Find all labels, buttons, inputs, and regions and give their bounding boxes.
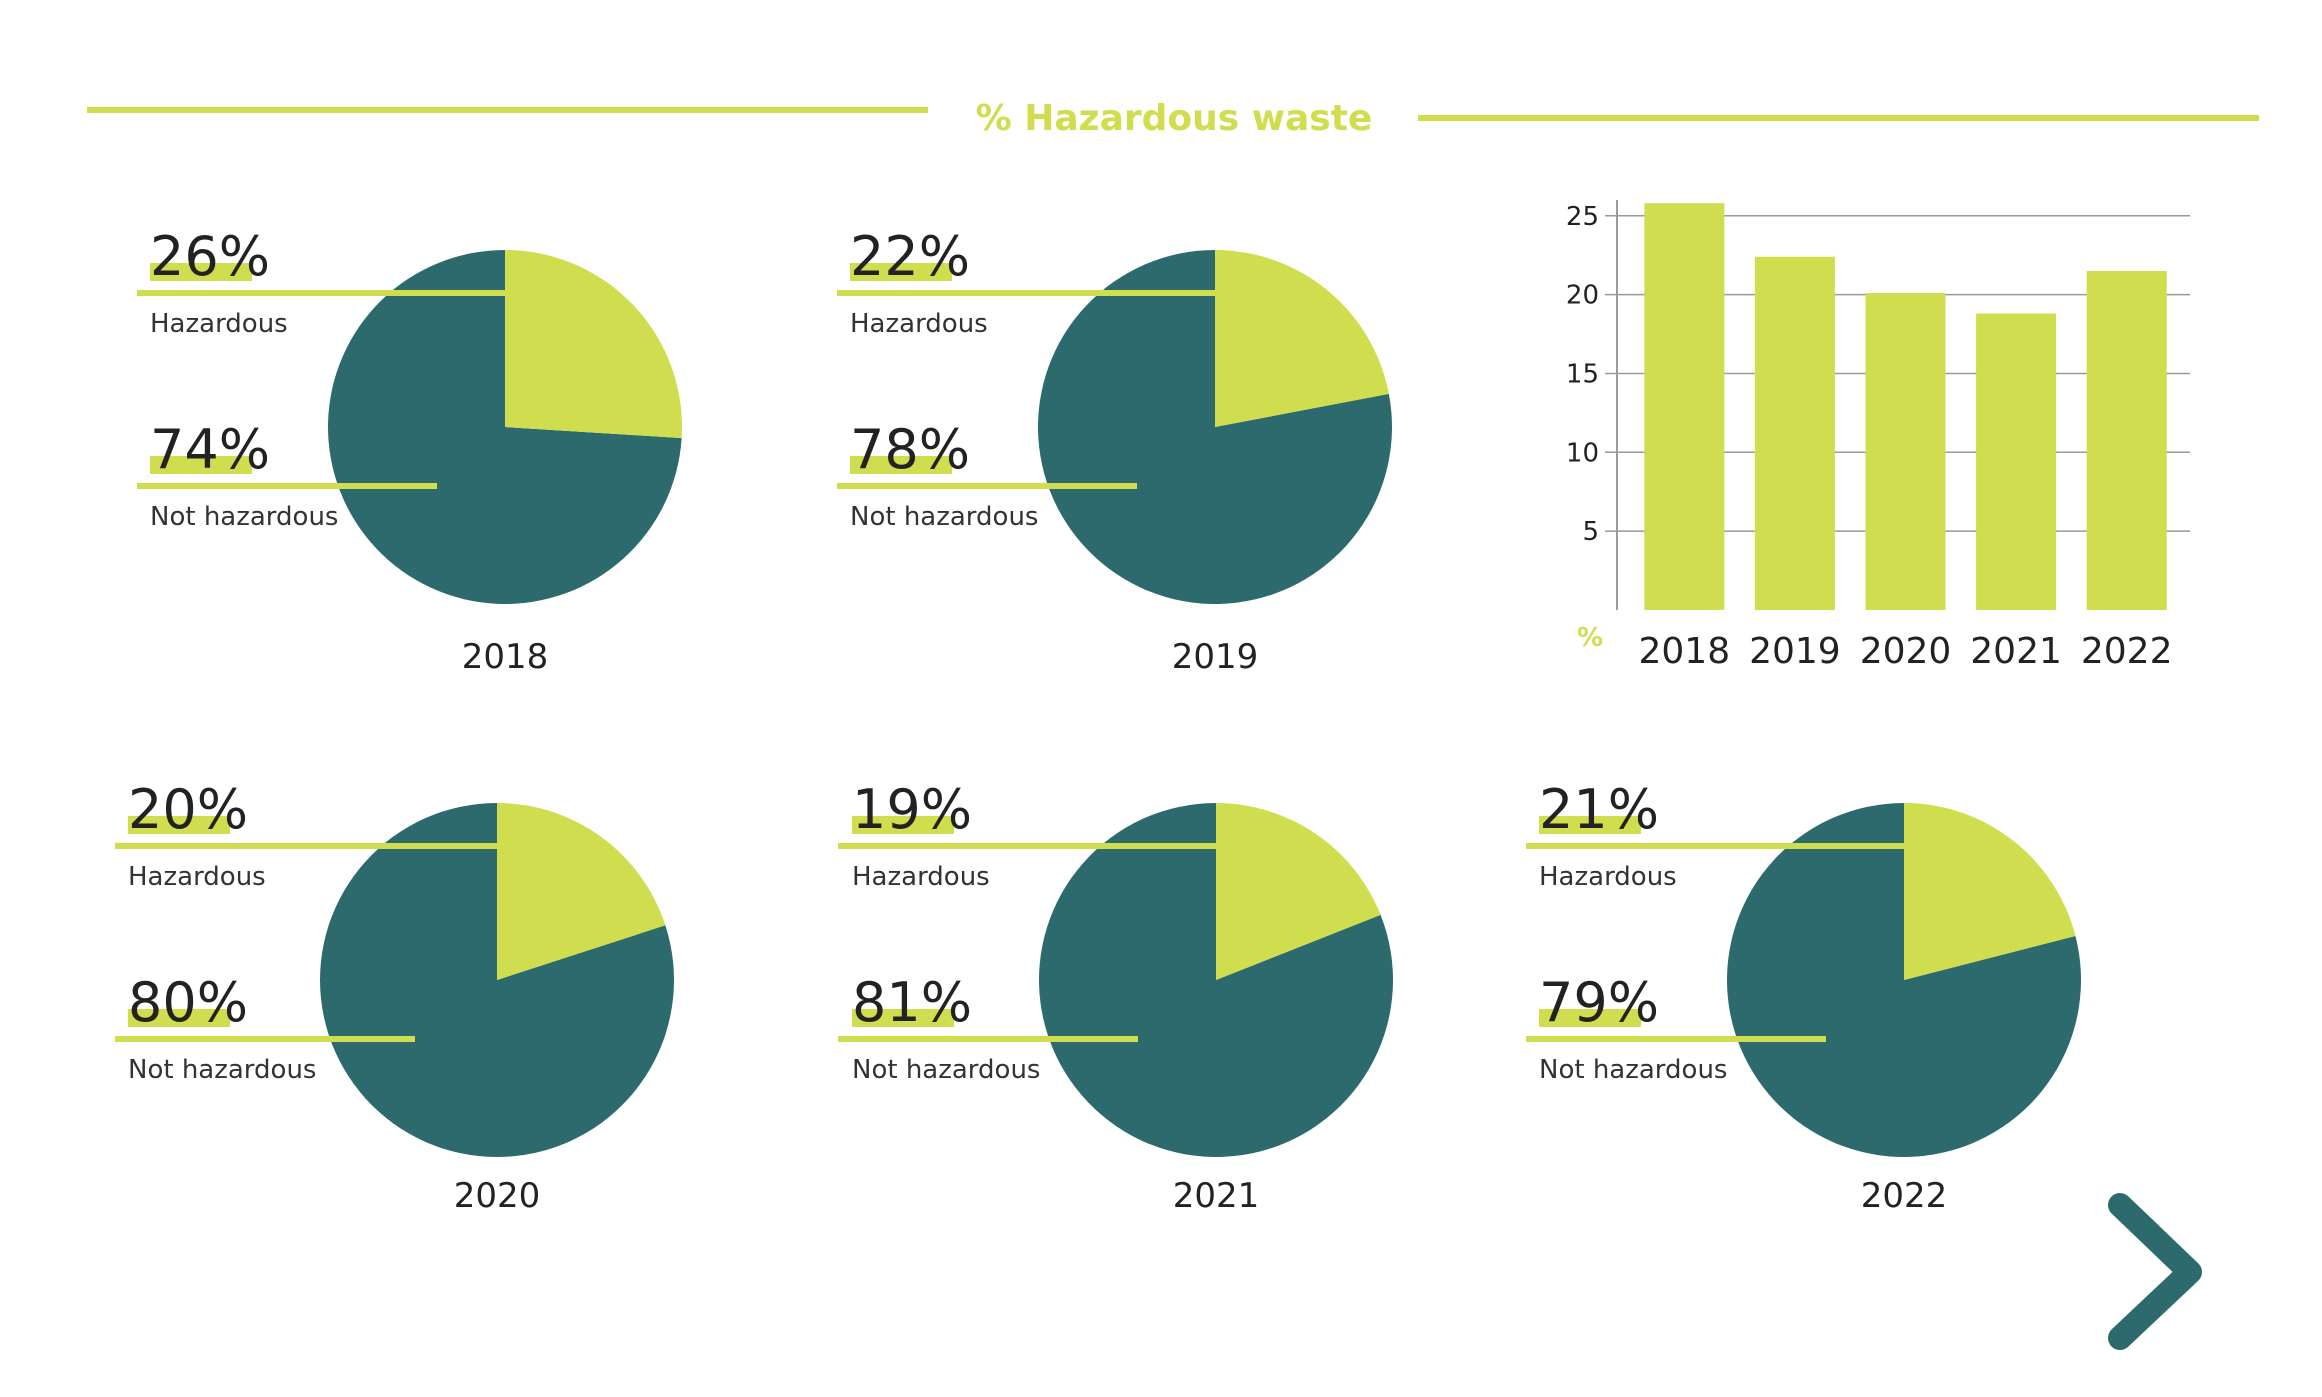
pie-slice-hazardous <box>1216 803 1381 980</box>
hazardous-value-highlight <box>1539 816 1641 834</box>
pie-chart-2020: 20% Hazardous 80% Not hazardous 2020 <box>115 778 675 1216</box>
bar-y-tick-label: 10 <box>1566 438 1599 468</box>
bar-x-tick-label: 2019 <box>1749 631 1841 672</box>
not-hazardous-category-label: Not hazardous <box>852 1055 1040 1085</box>
header: % Hazardous waste <box>87 98 2259 139</box>
pie-slice-hazardous <box>1904 803 2076 980</box>
bar-2020 <box>1865 293 1946 610</box>
not-hazardous-value-highlight <box>1539 1009 1641 1027</box>
bar-y-tick-label: 20 <box>1566 281 1599 311</box>
bar-y-axis-unit-label: % <box>1577 623 1603 653</box>
not-hazardous-value-label: 78% <box>850 418 970 481</box>
bar-x-tick-label: 2020 <box>1860 631 1952 672</box>
not-hazardous-category-label: Not hazardous <box>150 502 338 532</box>
hazardous-category-label: Hazardous <box>128 862 266 892</box>
pie-slice-hazardous <box>505 250 682 439</box>
pie-slice-not-hazardous <box>1039 803 1394 1158</box>
pie-year-label: 2020 <box>454 1176 541 1216</box>
pie-chart-2021: 19% Hazardous 81% Not hazardous 2021 <box>838 778 1394 1216</box>
pie-year-label: 2019 <box>1172 637 1259 677</box>
not-hazardous-value-highlight <box>150 456 252 474</box>
not-hazardous-value-label: 80% <box>128 971 248 1034</box>
not-hazardous-value-highlight <box>850 456 952 474</box>
hazardous-value-highlight <box>128 816 230 834</box>
hazardous-value-highlight <box>150 263 252 281</box>
pie-chart-2018: 26% Hazardous 74% Not hazardous 2018 <box>137 225 682 677</box>
bar-x-tick-label: 2018 <box>1638 631 1730 672</box>
hazardous-value-label: 19% <box>852 778 972 841</box>
hazardous-category-label: Hazardous <box>1539 862 1677 892</box>
pie-year-label: 2022 <box>1861 1176 1948 1216</box>
not-hazardous-category-label: Not hazardous <box>850 502 1038 532</box>
pie-year-label: 2021 <box>1173 1176 1260 1216</box>
hazardous-value-highlight <box>850 263 952 281</box>
bar-2019 <box>1754 256 1835 610</box>
pie-slice-not-hazardous <box>327 250 682 604</box>
hazardous-value-label: 20% <box>128 778 248 841</box>
next-button[interactable] <box>2095 1185 2225 1360</box>
bar-chart: 5 10 15 20 25 2018 2019 2020 2021 2022% <box>1566 200 2190 672</box>
bar-y-tick-label: 5 <box>1582 517 1599 547</box>
pie-slice-hazardous <box>1215 250 1389 427</box>
not-hazardous-value-highlight <box>128 1009 230 1027</box>
chevron-right-icon[interactable] <box>2108 1193 2202 1350</box>
bar-x-tick-label: 2022 <box>2081 631 2173 672</box>
not-hazardous-category-label: Not hazardous <box>1539 1055 1727 1085</box>
hazardous-category-label: Hazardous <box>150 309 288 339</box>
hazardous-value-highlight <box>852 816 954 834</box>
bar-y-tick-label: 25 <box>1566 202 1599 232</box>
not-hazardous-value-label: 79% <box>1539 971 1659 1034</box>
page-title: % Hazardous waste <box>976 98 1373 139</box>
not-hazardous-value-label: 81% <box>852 971 972 1034</box>
hazardous-category-label: Hazardous <box>852 862 990 892</box>
hazardous-value-label: 22% <box>850 225 970 288</box>
bar-2021 <box>1976 313 2057 610</box>
not-hazardous-category-label: Not hazardous <box>128 1055 316 1085</box>
not-hazardous-value-label: 74% <box>150 418 270 481</box>
not-hazardous-value-highlight <box>852 1009 954 1027</box>
bar-2018 <box>1644 203 1725 610</box>
pie-chart-2019: 22% Hazardous 78% Not hazardous 2019 <box>837 225 1392 677</box>
pie-slice-hazardous <box>497 803 666 980</box>
charts-layer: 26% Hazardous 74% Not hazardous 2018 22% Hazar… <box>115 200 2190 1216</box>
pie-slice-not-hazardous <box>1727 803 2082 1157</box>
pie-chart-2022: 21% Hazardous 79% Not hazardous 2022 <box>1526 778 2082 1216</box>
bar-2022 <box>2086 270 2167 610</box>
hazardous-value-label: 26% <box>150 225 270 288</box>
pie-year-label: 2018 <box>462 637 549 677</box>
bar-y-tick-label: 15 <box>1566 359 1599 389</box>
bar-x-tick-label: 2021 <box>1970 631 2062 672</box>
pie-slice-not-hazardous <box>1037 249 1392 604</box>
hazardous-category-label: Hazardous <box>850 309 988 339</box>
pie-slice-not-hazardous <box>320 803 675 1157</box>
hazardous-value-label: 21% <box>1539 778 1659 841</box>
